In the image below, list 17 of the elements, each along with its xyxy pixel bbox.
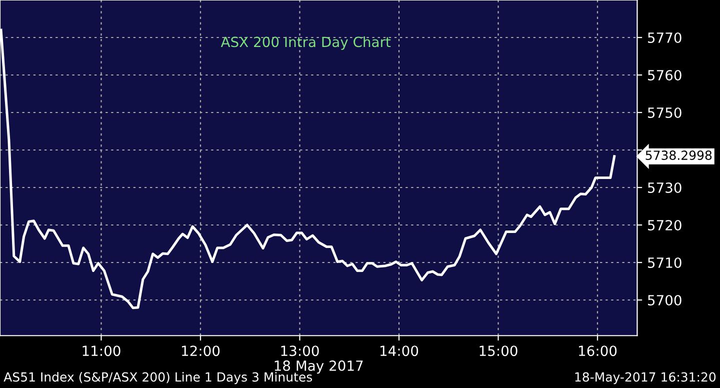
x-tick-label: 13:00	[281, 346, 319, 356]
y-tick-label: 5700	[648, 294, 682, 306]
text: AS51 Index (S&P/ASX 200) Line 1 Days 3 Minutes	[4, 372, 312, 384]
y-tick-label: 5720	[648, 220, 682, 230]
x-tick-label: 16:00	[579, 346, 617, 356]
x-tick-label: 15:00	[480, 346, 518, 356]
x-tick-label: 11:00	[82, 346, 120, 356]
y-tick-label: 5750	[648, 107, 682, 118]
y-tick-label: 5710	[648, 257, 682, 268]
text: ASX 200 Intra Day Chart	[220, 36, 391, 50]
text: 5738.2998	[646, 150, 712, 160]
y-tick-label: 5770	[648, 32, 682, 43]
text: 18-May-2017 16:31:20	[575, 372, 716, 384]
x-tick-label: 12:00	[182, 346, 220, 356]
y-tick-label: 5760	[648, 70, 682, 80]
y-tick-label: 5730	[648, 182, 682, 193]
x-tick-label: 14:00	[380, 346, 418, 356]
